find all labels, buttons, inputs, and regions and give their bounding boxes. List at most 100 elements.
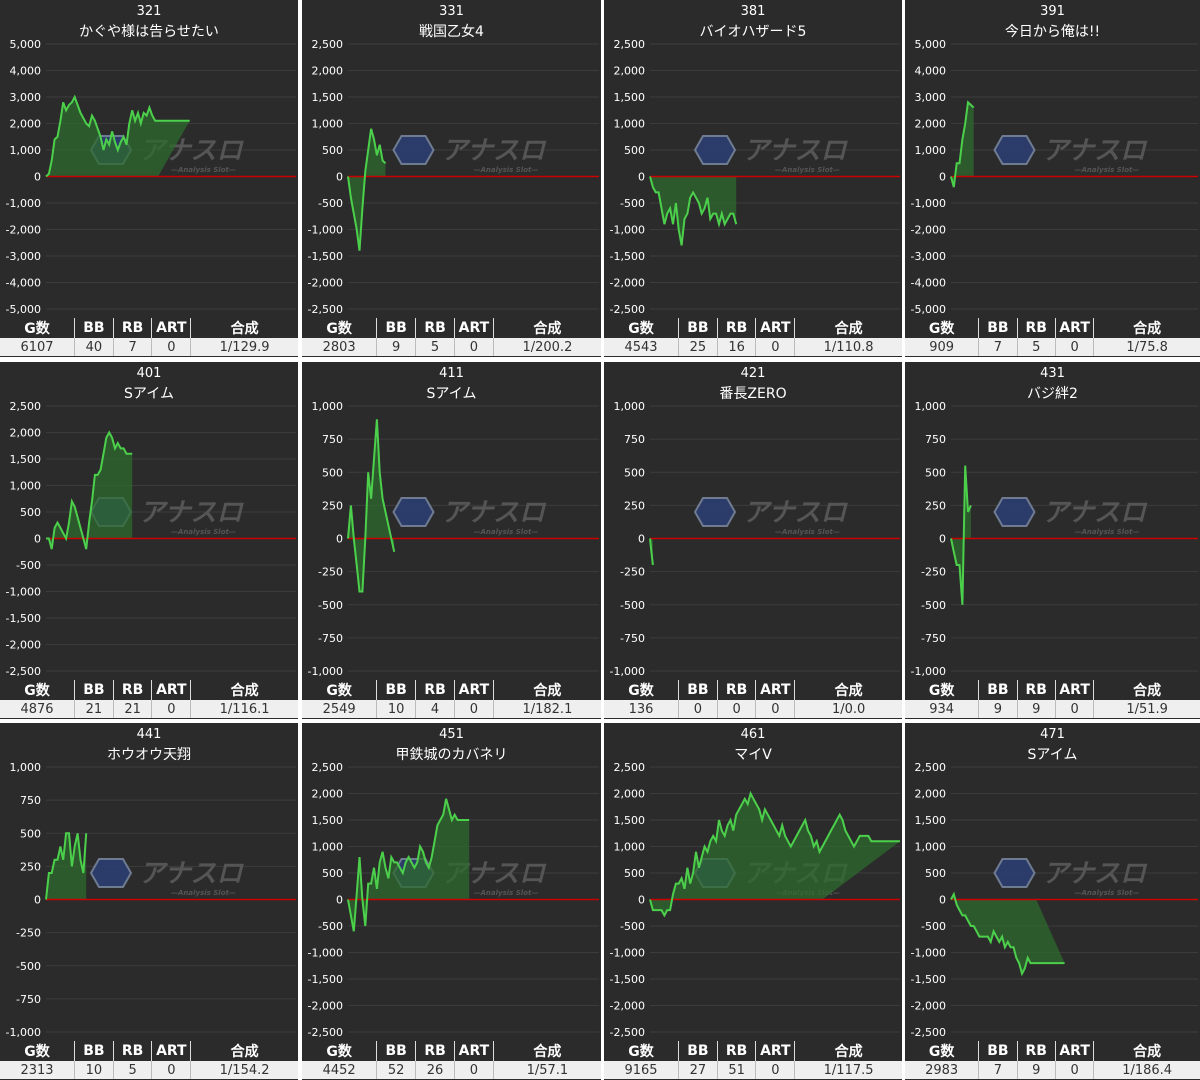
profit-line (347, 128, 387, 251)
machine-title: 戦国乙女4 (419, 24, 484, 40)
y-tick-label: -1,000 (308, 947, 343, 960)
stats-header: G数 (0, 318, 75, 338)
stats-header: RB (717, 680, 757, 700)
y-tick-label: 500 (20, 506, 41, 519)
stats-header: RB (717, 318, 757, 338)
watermark-text: アナスロ (139, 498, 244, 528)
combined-rate: 1/57.1 (493, 1061, 601, 1079)
watermark-subtext: —Analysis Slot— (171, 528, 236, 536)
bb-count: 0 (678, 700, 718, 718)
rb-count: 5 (1017, 338, 1056, 356)
stats-header: RB (415, 680, 455, 700)
y-tick-label: -2,000 (6, 639, 41, 652)
y-tick-label: 500 (322, 867, 343, 880)
profit-line (46, 430, 133, 550)
y-tick-label: -500 (921, 599, 946, 612)
y-tick-label: 1,500 (312, 814, 344, 827)
stats-header: ART (454, 680, 494, 700)
stats-header: BB (376, 318, 417, 338)
y-tick-label: 250 (925, 499, 946, 512)
y-tick-label: -1,000 (610, 665, 645, 678)
stats-table: G数 BB RB ART 合成 2803 9 5 0 1/200.2 (302, 318, 601, 356)
games-count: 6107 (0, 338, 75, 356)
y-tick-label: -1,000 (6, 586, 41, 599)
rb-count: 0 (717, 700, 757, 718)
machine-title: 番長ZERO (719, 386, 787, 402)
stats-header: G数 (604, 680, 679, 700)
machine-number: 451 (439, 727, 464, 742)
y-tick-label: 500 (624, 466, 645, 479)
y-tick-label: -2,000 (610, 1000, 645, 1013)
y-tick-label: 3,000 (915, 91, 947, 104)
bb-count: 25 (678, 338, 718, 356)
art-count: 0 (454, 700, 494, 718)
machine-number: 431 (1040, 366, 1065, 381)
stats-header: 合成 (794, 1041, 902, 1061)
games-count: 4543 (604, 338, 679, 356)
stats-header: ART (454, 318, 494, 338)
y-tick-label: 2,000 (614, 65, 646, 78)
stats-header: 合成 (1093, 680, 1200, 700)
watermark-text: アナスロ (1043, 498, 1148, 528)
y-tick-label: 1,000 (915, 400, 947, 413)
stats-header: 合成 (1093, 1041, 1200, 1061)
y-tick-label: -1,000 (308, 665, 343, 678)
stats-header: 合成 (493, 1041, 601, 1061)
machine-panel: 321 かぐや様は告らせたい 5,000 4,000 3,000 2,000 1,000 0 -… (0, 0, 298, 357)
profit-line (649, 538, 654, 566)
logo-icon (993, 497, 1036, 527)
art-count: 0 (1055, 338, 1095, 356)
y-tick-label: 1,000 (614, 841, 646, 854)
y-tick-label: -2,500 (911, 1026, 946, 1039)
y-tick-label: -250 (921, 566, 946, 579)
games-count: 4452 (302, 1061, 378, 1079)
y-tick-label: 500 (925, 466, 946, 479)
stats-header: RB (415, 1041, 455, 1061)
games-count: 2313 (0, 1061, 75, 1079)
stats-header: 合成 (190, 680, 298, 700)
y-tick-label: -750 (620, 632, 645, 645)
machine-panel: 411 Sアイム 1,000 750 500 250 0 -250 -500 -750 -1,000… (302, 362, 601, 719)
watermark-subtext: —Analysis Slot— (1075, 889, 1140, 897)
machine-number: 391 (1040, 4, 1065, 19)
y-tick-label: -2,000 (911, 1000, 946, 1013)
bb-count: 27 (678, 1061, 718, 1079)
y-tick-label: -5,000 (6, 303, 41, 316)
y-tick-label: 500 (925, 867, 946, 880)
bb-count: 40 (74, 338, 114, 356)
art-count: 0 (755, 1061, 796, 1079)
y-tick-label: -1,000 (6, 1026, 41, 1039)
stats-header: RB (1017, 1041, 1056, 1061)
watermark-subtext: —Analysis Slot— (474, 166, 539, 174)
combined-rate: 1/116.1 (190, 700, 298, 718)
combined-rate: 1/154.2 (190, 1061, 298, 1079)
y-tick-label: -1,000 (911, 947, 946, 960)
rb-count: 26 (415, 1061, 455, 1079)
machine-number: 381 (740, 4, 766, 19)
profit-line (950, 465, 972, 605)
stats-table: G数 BB RB ART 合成 9165 27 51 0 1/117.5 (604, 1041, 902, 1079)
machine-title: Sアイム (426, 386, 477, 402)
games-count: 2983 (905, 1061, 980, 1079)
y-tick-label: 750 (20, 794, 41, 807)
stats-header: G数 (0, 680, 75, 700)
chart-svg: 5,000 4,000 3,000 2,000 1,000 0 -1,000 -2,000 -3… (6, 38, 296, 316)
y-tick-label: 4,000 (10, 65, 42, 78)
stats-header: ART (151, 1041, 192, 1061)
machine-title: Sアイム (124, 386, 174, 402)
y-tick-label: -1,500 (610, 973, 645, 986)
chart-svg: 2,500 2,000 1,500 1,000 500 0 -500 -1,000 -1,500… (308, 38, 599, 316)
chart-svg: 2,500 2,000 1,500 1,000 500 0 -500 -1,000 -1,500… (308, 761, 599, 1039)
y-tick-label: 1,500 (10, 453, 42, 466)
y-tick-label: 2,000 (312, 788, 344, 801)
y-tick-label: 1,500 (915, 814, 947, 827)
machine-title: 今日から俺は!! (1004, 24, 1101, 40)
y-tick-label: 0 (336, 533, 343, 546)
y-tick-label: 500 (624, 144, 645, 157)
art-count: 0 (454, 338, 494, 356)
profit-line (950, 891, 1065, 977)
y-tick-label: -500 (620, 920, 645, 933)
y-tick-label: 4,000 (915, 65, 947, 78)
y-tick-label: 2,500 (10, 400, 42, 413)
machine-panel: 331 戦国乙女4 2,500 2,000 1,500 1,000 500 0 -500 -1,0… (302, 0, 601, 357)
